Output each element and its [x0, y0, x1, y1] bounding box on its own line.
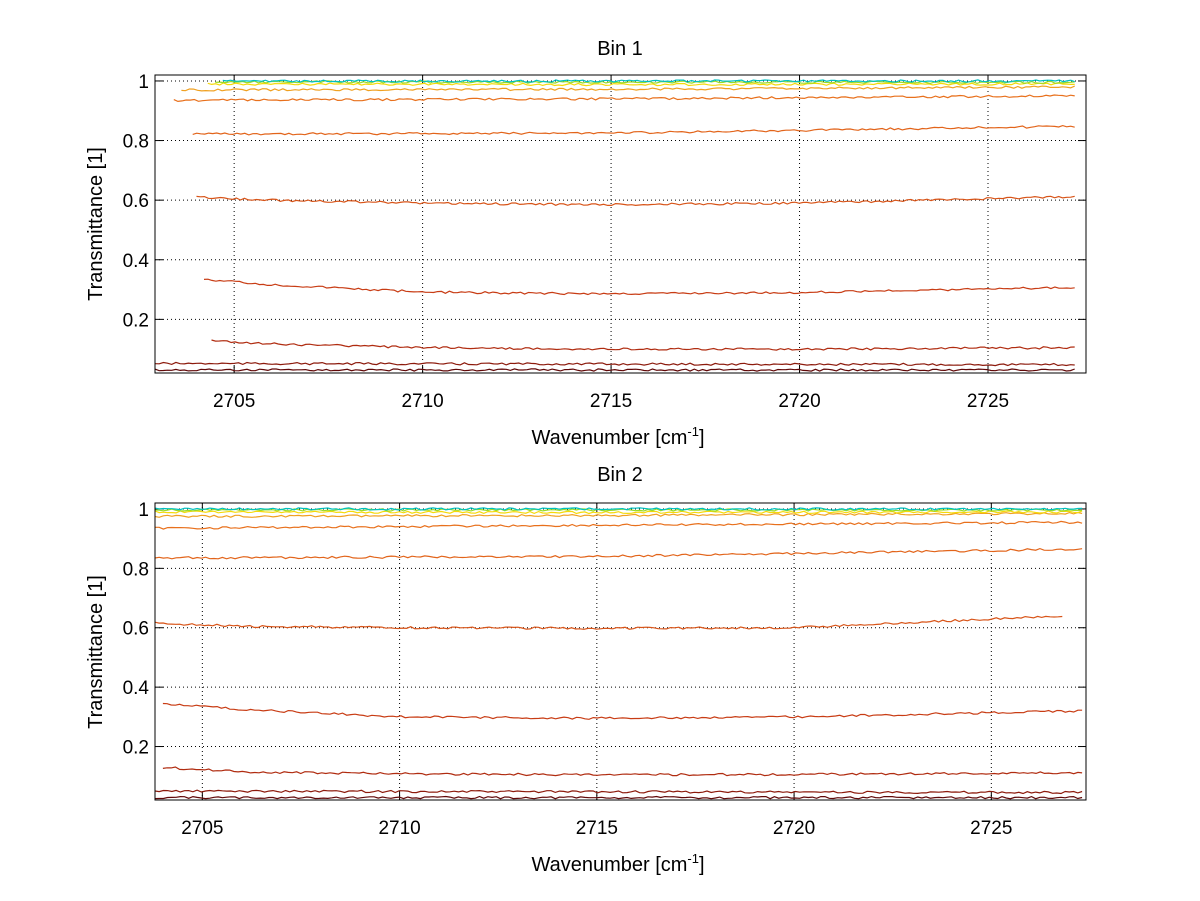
y-tick-labels: 0.2 0.4 0.6 0.8 1 [123, 72, 150, 331]
spectrum-line [155, 520, 1083, 530]
spectrum-line [203, 278, 1075, 296]
y-tick-label: 0.8 [123, 132, 149, 153]
x-tick-labels: 2705 2710 2715 2720 2725 [213, 391, 1009, 412]
grid [155, 503, 1086, 800]
plot-frame [154, 502, 1087, 801]
spectrum-line [215, 80, 1075, 85]
spectrum-line [154, 615, 1063, 630]
chart-title: Bin 2 [597, 464, 643, 486]
y-tick-label: 0.4 [123, 251, 150, 272]
spectrum-line [207, 82, 1075, 87]
x-tick-label: 2710 [401, 391, 443, 412]
bin-1-chart: Bin 1 2705 2710 2715 2720 2725 0.2 0.4 0.6 0.8 1… [85, 38, 1087, 449]
spectrum-line [211, 339, 1075, 351]
x-tick-label: 2720 [773, 818, 815, 839]
x-tick-label: 2705 [213, 391, 255, 412]
y-tick-labels: 0.2 0.4 0.6 0.8 1 [123, 500, 150, 759]
y-tick-label: 0.2 [123, 310, 149, 331]
y-axis-label: Transmittance [1] [85, 147, 107, 301]
spectrum-line [154, 368, 1075, 372]
y-tick-label: 0.6 [123, 619, 149, 640]
spectrum-line [181, 85, 1075, 92]
spectrum-line [162, 702, 1083, 720]
spectrum-line [192, 124, 1075, 136]
x-tick-label: 2725 [970, 818, 1012, 839]
y-tick-label: 0.8 [123, 559, 149, 580]
spectrum-line [222, 79, 1075, 83]
spectrum-line [154, 507, 1083, 511]
y-tick-label: 1 [138, 72, 149, 93]
spectrum-line [154, 361, 1075, 367]
spectrum-line [154, 789, 1083, 795]
spectrum-line [196, 195, 1075, 207]
plot-series [154, 507, 1083, 800]
y-tick-label: 0.4 [123, 678, 150, 699]
x-tick-labels: 2705 2710 2715 2720 2725 [181, 818, 1012, 839]
spectrum-line [162, 766, 1083, 777]
y-tick-label: 0.2 [123, 738, 149, 759]
grid [155, 75, 1086, 373]
spectrum-line [154, 510, 1083, 515]
y-tick-label: 0.6 [123, 191, 149, 212]
y-tick-label: 1 [138, 500, 149, 521]
x-axis-label: Wavenumber [cm-1] [531, 851, 704, 876]
x-tick-label: 2720 [778, 391, 820, 412]
x-tick-label: 2715 [576, 818, 618, 839]
x-tick-label: 2710 [378, 818, 420, 839]
spectrum-line [154, 511, 1083, 518]
spectrum-line [154, 547, 1083, 560]
x-tick-label: 2715 [590, 391, 632, 412]
bin-2-chart: Bin 2 2705 2710 2715 2720 2725 0.2 0.4 0.6 0.8 1… [85, 464, 1087, 876]
plot-frame [154, 74, 1087, 374]
x-axis-label: Wavenumber [cm-1] [531, 424, 704, 449]
chart-title: Bin 1 [597, 38, 643, 60]
spectrum-line [173, 94, 1075, 103]
spectrum-line [154, 795, 1083, 800]
x-tick-label: 2725 [967, 391, 1009, 412]
plot-series [154, 79, 1075, 372]
x-tick-label: 2705 [181, 818, 223, 839]
y-axis-label: Transmittance [1] [85, 575, 107, 729]
